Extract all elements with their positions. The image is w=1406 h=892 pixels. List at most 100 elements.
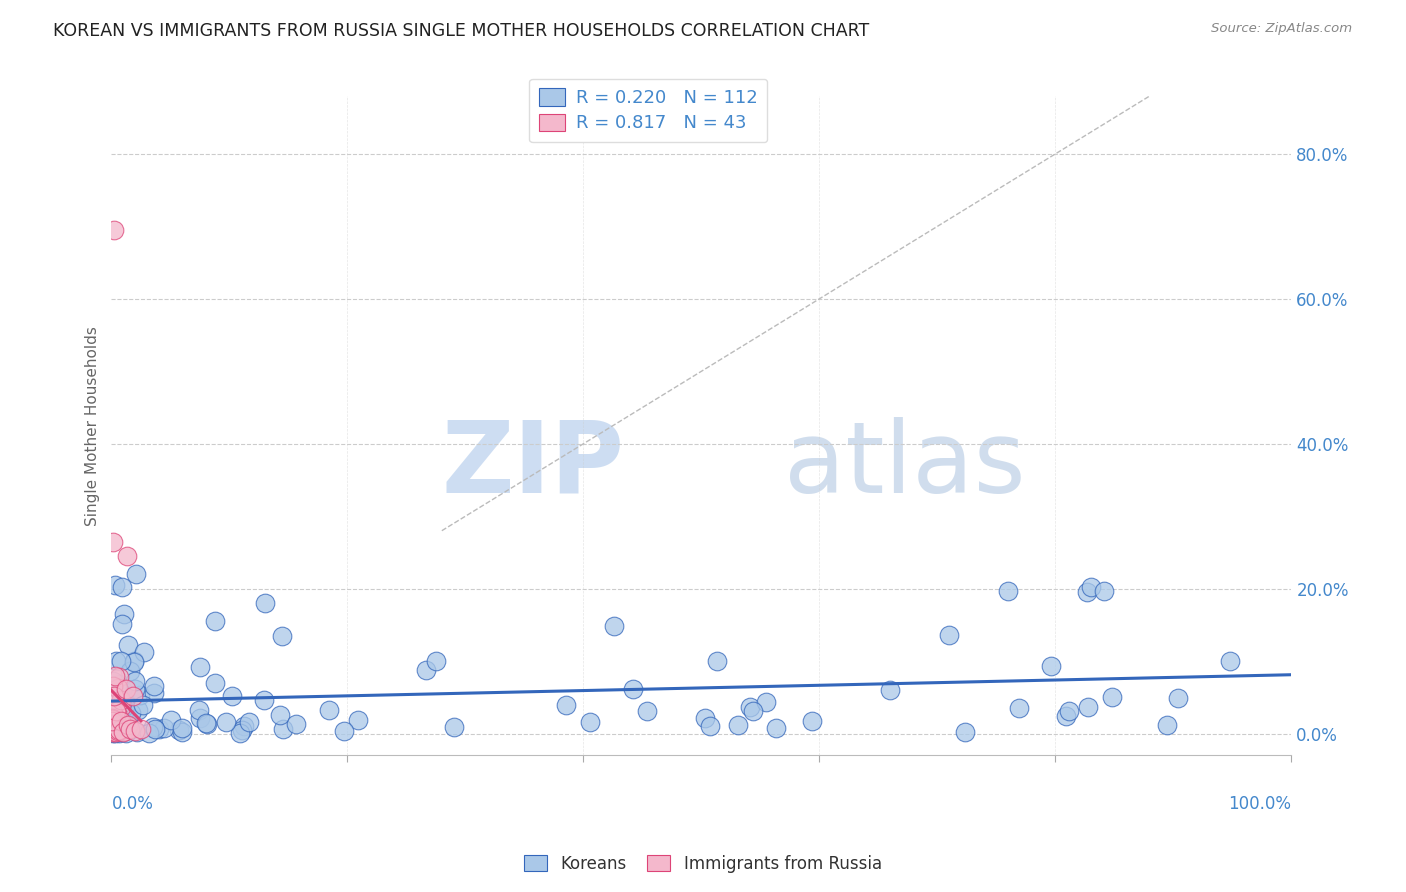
Point	[101, 725, 124, 739]
Point	[693, 711, 716, 725]
Point	[801, 714, 824, 729]
Point	[108, 722, 131, 736]
Point	[1076, 585, 1098, 599]
Point	[443, 720, 465, 734]
Point	[554, 698, 576, 713]
Point	[955, 725, 977, 739]
Point	[100, 711, 122, 725]
Text: atlas: atlas	[785, 417, 1025, 514]
Point	[271, 722, 294, 736]
Point	[1101, 690, 1123, 705]
Point	[143, 722, 166, 736]
Point	[621, 681, 644, 696]
Point	[197, 717, 219, 731]
Point	[195, 715, 218, 730]
Legend: R = 0.220   N = 112, R = 0.817   N = 43: R = 0.220 N = 112, R = 0.817 N = 43	[530, 78, 768, 143]
Point	[105, 706, 128, 720]
Point	[112, 722, 135, 736]
Point	[105, 712, 128, 726]
Point	[115, 726, 138, 740]
Point	[114, 698, 136, 713]
Point	[105, 707, 128, 722]
Point	[103, 722, 125, 736]
Point	[120, 706, 142, 721]
Point	[742, 704, 765, 718]
Point	[122, 655, 145, 669]
Point	[138, 726, 160, 740]
Point	[318, 703, 340, 717]
Point	[1092, 584, 1115, 599]
Point	[172, 724, 194, 739]
Point	[103, 706, 125, 720]
Point	[127, 703, 149, 717]
Point	[121, 722, 143, 736]
Legend: Koreans, Immigrants from Russia: Koreans, Immigrants from Russia	[517, 848, 889, 880]
Point	[636, 704, 658, 718]
Point	[107, 723, 129, 738]
Point	[108, 716, 131, 731]
Point	[1008, 701, 1031, 715]
Point	[100, 712, 122, 726]
Point	[122, 655, 145, 669]
Point	[132, 698, 155, 713]
Point	[270, 629, 292, 643]
Point	[1156, 718, 1178, 732]
Point	[117, 638, 139, 652]
Point	[129, 722, 152, 736]
Point	[111, 580, 134, 594]
Point	[101, 534, 124, 549]
Point	[100, 724, 122, 739]
Point	[129, 688, 152, 702]
Point	[1219, 654, 1241, 668]
Point	[699, 719, 721, 733]
Point	[1167, 691, 1189, 706]
Point	[142, 720, 165, 734]
Point	[117, 718, 139, 732]
Point	[105, 725, 128, 739]
Point	[1080, 581, 1102, 595]
Point	[110, 714, 132, 728]
Point	[254, 596, 277, 610]
Point	[142, 679, 165, 693]
Point	[1040, 658, 1063, 673]
Point	[107, 707, 129, 722]
Text: 100.0%: 100.0%	[1229, 795, 1292, 813]
Point	[104, 654, 127, 668]
Point	[104, 578, 127, 592]
Point	[124, 681, 146, 696]
Point	[108, 677, 131, 691]
Point	[101, 712, 124, 726]
Point	[238, 714, 260, 729]
Point	[103, 223, 125, 237]
Point	[111, 722, 134, 736]
Point	[104, 726, 127, 740]
Text: 0.0%: 0.0%	[111, 795, 153, 813]
Point	[101, 723, 124, 737]
Point	[107, 681, 129, 695]
Text: ZIP: ZIP	[441, 417, 624, 514]
Point	[153, 721, 176, 735]
Text: KOREAN VS IMMIGRANTS FROM RUSSIA SINGLE MOTHER HOUSEHOLDS CORRELATION CHART: KOREAN VS IMMIGRANTS FROM RUSSIA SINGLE …	[53, 22, 870, 40]
Point	[104, 668, 127, 682]
Point	[269, 708, 291, 723]
Point	[204, 614, 226, 628]
Point	[415, 663, 437, 677]
Point	[253, 692, 276, 706]
Point	[879, 683, 901, 698]
Point	[938, 628, 960, 642]
Point	[1057, 704, 1080, 718]
Point	[114, 694, 136, 708]
Point	[110, 699, 132, 714]
Point	[172, 721, 194, 735]
Point	[108, 723, 131, 737]
Point	[1077, 699, 1099, 714]
Text: Source: ZipAtlas.com: Source: ZipAtlas.com	[1212, 22, 1353, 36]
Point	[706, 654, 728, 668]
Point	[101, 673, 124, 688]
Point	[127, 725, 149, 739]
Point	[121, 690, 143, 704]
Point	[160, 713, 183, 727]
Point	[120, 722, 142, 736]
Point	[221, 689, 243, 703]
Point	[132, 644, 155, 658]
